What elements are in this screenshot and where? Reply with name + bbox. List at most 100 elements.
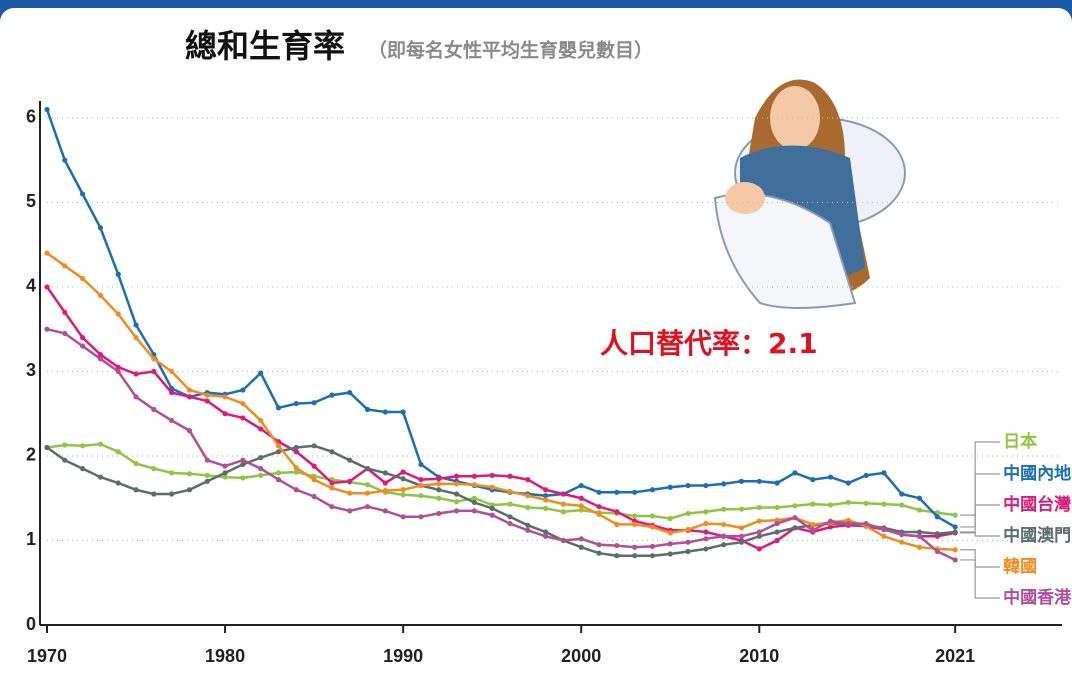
data-point [739, 534, 744, 539]
x-tick-label: 1980 [205, 646, 245, 666]
data-point [98, 293, 103, 298]
x-tick-label: 1970 [27, 646, 67, 666]
data-point [579, 545, 584, 550]
data-point [383, 508, 388, 513]
data-point [881, 534, 886, 539]
data-point [222, 394, 227, 399]
data-point [953, 513, 958, 518]
data-point [116, 369, 121, 374]
data-point [685, 549, 690, 554]
data-point [792, 503, 797, 508]
data-point [472, 508, 477, 513]
data-point [650, 487, 655, 492]
data-point [614, 522, 619, 527]
data-point [418, 493, 423, 498]
data-point [685, 483, 690, 488]
illustration [715, 80, 905, 308]
data-point [133, 371, 138, 376]
data-point [935, 531, 940, 536]
data-point [792, 525, 797, 530]
data-point [650, 513, 655, 518]
data-point [294, 401, 299, 406]
data-point [739, 540, 744, 545]
data-point [276, 477, 281, 482]
data-point [169, 491, 174, 496]
data-point [953, 557, 958, 562]
data-point [703, 536, 708, 541]
data-point [312, 494, 317, 499]
series-line [47, 444, 955, 518]
y-tick-label: 5 [26, 191, 36, 211]
data-point [846, 500, 851, 505]
data-point [312, 477, 317, 482]
data-point [383, 488, 388, 493]
data-point [436, 496, 441, 501]
data-point [418, 462, 423, 467]
data-point [846, 480, 851, 485]
data-point [881, 527, 886, 532]
data-point [347, 491, 352, 496]
data-point [703, 521, 708, 526]
data-point [365, 482, 370, 487]
data-point [62, 331, 67, 336]
data-point [543, 534, 548, 539]
data-point [935, 514, 940, 519]
data-point [668, 551, 673, 556]
legend-label: 韓國 [1003, 556, 1037, 577]
data-point [258, 426, 263, 431]
data-point [240, 415, 245, 420]
data-point [525, 505, 530, 510]
data-point [258, 418, 263, 423]
data-point [579, 496, 584, 501]
chart-subtitle: （即每名女性平均生育嬰兒數目） [368, 39, 653, 62]
data-point [543, 487, 548, 492]
data-point [80, 276, 85, 281]
data-point [685, 527, 690, 532]
data-point [151, 407, 156, 412]
data-point [258, 466, 263, 471]
data-point [258, 473, 263, 478]
data-point [757, 479, 762, 484]
data-point [347, 479, 352, 484]
data-point [703, 529, 708, 534]
data-point [632, 513, 637, 518]
data-point [116, 449, 121, 454]
data-point [151, 491, 156, 496]
data-point [62, 458, 67, 463]
data-point [561, 538, 566, 543]
data-point [596, 551, 601, 556]
data-point [401, 492, 406, 497]
data-point [205, 393, 210, 398]
data-point [507, 514, 512, 519]
data-point [116, 311, 121, 316]
data-point [668, 541, 673, 546]
data-point [774, 480, 779, 485]
data-point [525, 477, 530, 482]
data-point [632, 553, 637, 558]
legend-leader [960, 474, 1000, 527]
data-point [953, 547, 958, 552]
data-point [828, 474, 833, 479]
data-point [169, 470, 174, 475]
data-point [169, 390, 174, 395]
data-point [80, 335, 85, 340]
data-point [276, 405, 281, 410]
data-point [472, 482, 477, 487]
data-point [329, 504, 334, 509]
panel: 總和生育率 （即每名女性平均生育嬰兒數目） 人口替代率：2.1 01234561… [0, 8, 1072, 678]
data-point [401, 487, 406, 492]
data-point [133, 322, 138, 327]
data-point [44, 107, 49, 112]
data-point [329, 480, 334, 485]
data-point [383, 470, 388, 475]
data-point [329, 393, 334, 398]
data-point [276, 443, 281, 448]
data-point [899, 540, 904, 545]
data-point [365, 504, 370, 509]
data-point [650, 524, 655, 529]
data-point [792, 515, 797, 520]
data-point [133, 461, 138, 466]
annotation: 人口替代率：2.1 [600, 327, 818, 360]
data-point [436, 487, 441, 492]
data-point [62, 442, 67, 447]
